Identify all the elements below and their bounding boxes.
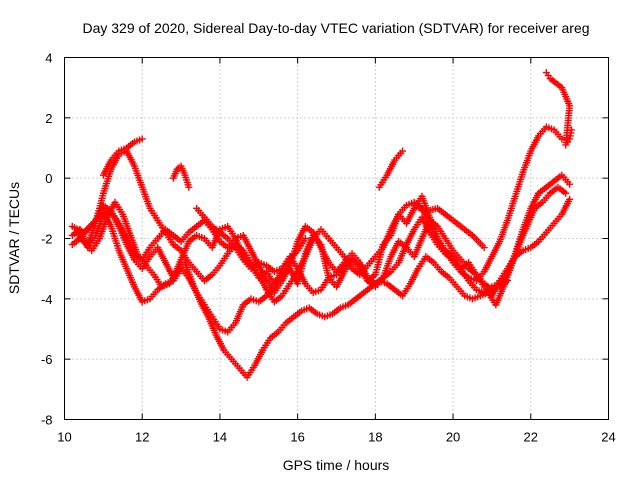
data-point <box>480 244 488 252</box>
data-point <box>568 126 576 134</box>
data-point <box>503 277 511 285</box>
data-point <box>399 147 407 155</box>
x-tick-label: 18 <box>368 430 382 445</box>
series-track-8 <box>193 204 309 276</box>
series-track-5 <box>68 207 511 297</box>
data-point <box>558 135 566 143</box>
y-tick-label: -4 <box>41 292 53 307</box>
series-track-6 <box>99 135 488 252</box>
y-tick-label: -8 <box>41 413 53 428</box>
y-tick-label: 4 <box>45 51 52 66</box>
y-tick-label: 2 <box>45 111 52 126</box>
x-tick-label: 14 <box>213 430 227 445</box>
x-tick-label: 22 <box>524 430 538 445</box>
y-axis-title: SDTVAR / TECUs <box>6 182 22 294</box>
x-tick-label: 10 <box>57 430 71 445</box>
data-layer <box>68 69 576 381</box>
y-tick-label: -2 <box>41 232 53 247</box>
chart-title: Day 329 of 2020, Sidereal Day-to-day VTE… <box>82 20 589 36</box>
x-tick-label: 20 <box>446 430 460 445</box>
y-tick-label: 0 <box>45 171 52 186</box>
data-point <box>185 183 193 191</box>
data-point <box>301 235 309 242</box>
x-tick-label: 12 <box>135 430 149 445</box>
data-point <box>566 180 574 188</box>
x-axis-title: GPS time / hours <box>283 457 390 473</box>
x-tick-label: 16 <box>290 430 304 445</box>
data-point <box>138 135 146 143</box>
data-point <box>562 189 570 197</box>
y-tick-label: -6 <box>41 352 53 367</box>
series-track-3 <box>72 183 570 381</box>
x-tick-label: 24 <box>601 430 615 445</box>
data-point <box>566 195 574 203</box>
series-track-7 <box>169 69 576 191</box>
